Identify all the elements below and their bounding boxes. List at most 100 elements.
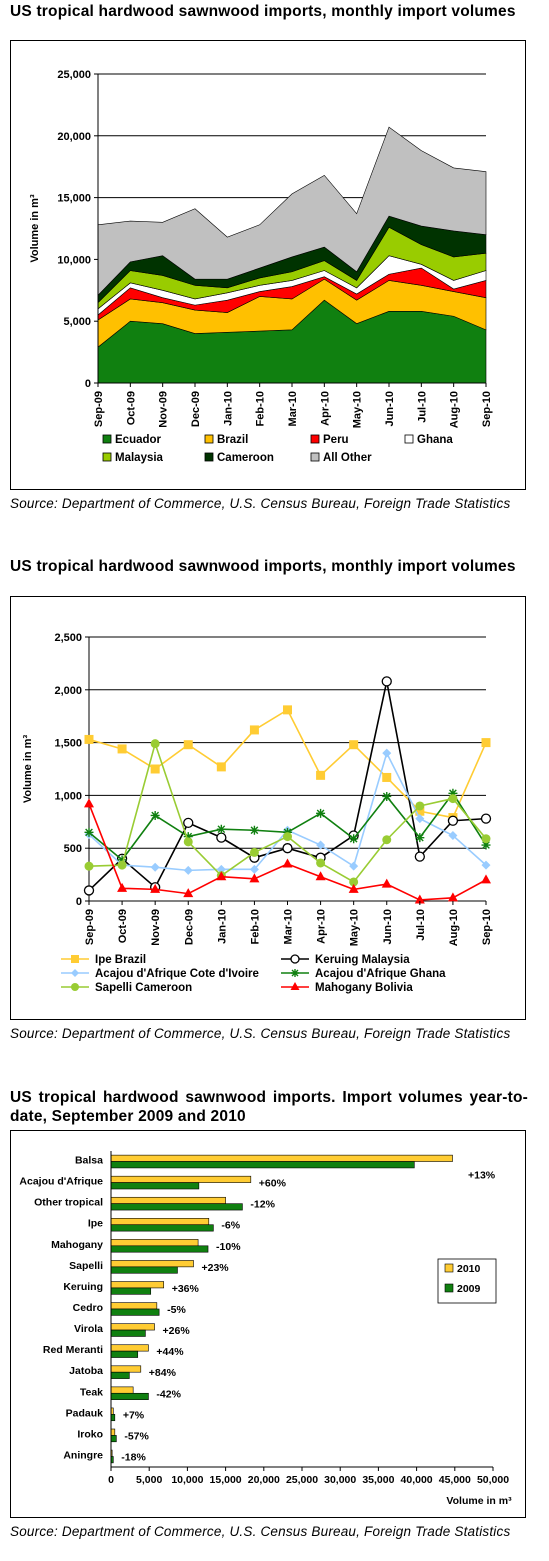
x-tick-label: May-10 bbox=[352, 391, 364, 428]
marker bbox=[448, 788, 458, 798]
line-chart: 0 500 1,000 1,500 2,000 2,500 Sep-09 Oct-09 Nov-… bbox=[22, 632, 493, 994]
legend-label: Ghana bbox=[417, 434, 453, 446]
category-label: Keruing bbox=[63, 1281, 103, 1293]
change-annotation: +23% bbox=[202, 1262, 230, 1274]
marker bbox=[216, 824, 226, 834]
legend-label: Ipe Brazil bbox=[95, 954, 146, 966]
horizontal-bar-chart: Balsa +13% Acajou d'Afrique +60% Other tropi… bbox=[19, 1151, 512, 1507]
bar-2010 bbox=[110, 1154, 453, 1162]
legend-swatch bbox=[204, 434, 214, 444]
change-annotation: -57% bbox=[124, 1430, 149, 1442]
x-tick-label: Dec-09 bbox=[183, 909, 195, 945]
change-annotation: +36% bbox=[172, 1283, 200, 1295]
category-label: Cedro bbox=[73, 1302, 103, 1314]
marker bbox=[349, 877, 359, 887]
marker bbox=[316, 840, 326, 850]
chart1-frame: 0 5,000 10,000 15,000 20,000 25,000 Sep-09 Oct-… bbox=[10, 40, 526, 490]
x-tick-label: Apr-10 bbox=[319, 391, 331, 426]
y-axis-label: Volume in m³ bbox=[29, 194, 41, 263]
bar-2009 bbox=[110, 1161, 415, 1169]
y-tick-label: 0 bbox=[76, 896, 82, 908]
legend-label: Sapelli Cameroon bbox=[95, 982, 192, 994]
change-annotation: -5% bbox=[167, 1304, 186, 1316]
x-tick-label: Oct-09 bbox=[125, 391, 137, 425]
marker bbox=[150, 764, 160, 774]
x-tick-label: Mar-10 bbox=[283, 909, 295, 944]
category-label: Virola bbox=[74, 1323, 103, 1335]
bar-2010 bbox=[110, 1323, 155, 1331]
bar-2010 bbox=[110, 1386, 134, 1394]
chart2-title: US tropical hardwood sawnwood imports, m… bbox=[10, 558, 516, 575]
marker bbox=[183, 888, 194, 898]
legend-label: Peru bbox=[323, 434, 349, 446]
marker bbox=[71, 955, 79, 963]
chart3-source: Source: Department of Commerce, U.S. Cen… bbox=[10, 1524, 511, 1539]
marker bbox=[216, 832, 227, 843]
y-tick-label: 15,000 bbox=[57, 193, 91, 205]
y-tick-label: 1,500 bbox=[54, 738, 82, 750]
bar-2010 bbox=[110, 1196, 226, 1204]
x-tick-label: 40,000 bbox=[401, 1474, 433, 1486]
change-annotation: +26% bbox=[163, 1325, 191, 1337]
marker bbox=[481, 738, 491, 748]
y-tick-label: 2,000 bbox=[54, 685, 82, 697]
x-tick-label: 20,000 bbox=[248, 1474, 280, 1486]
chart2-frame: 0 500 1,000 1,500 2,000 2,500 Sep-09 Oct-09 Nov-… bbox=[10, 596, 526, 1020]
x-tick-label: 30,000 bbox=[324, 1474, 356, 1486]
marker bbox=[414, 894, 425, 904]
change-annotation: -18% bbox=[121, 1451, 146, 1463]
category-label: Padauk bbox=[66, 1407, 104, 1419]
y-tick-label: 1,000 bbox=[54, 790, 82, 802]
series-mahogany-bolivia bbox=[84, 798, 491, 904]
marker bbox=[447, 815, 459, 826]
marker bbox=[71, 983, 79, 991]
x-tick-label: Oct-09 bbox=[117, 909, 129, 943]
bar-2009 bbox=[110, 1414, 116, 1422]
bar-2010 bbox=[110, 1239, 199, 1247]
marker bbox=[282, 843, 293, 854]
y-axis-label: Volume in m³ bbox=[22, 735, 34, 804]
bar-2009 bbox=[110, 1308, 160, 1316]
x-tick-label: Nov-09 bbox=[150, 909, 162, 946]
change-annotation: +44% bbox=[156, 1346, 184, 1358]
marker bbox=[382, 772, 392, 782]
marker bbox=[447, 892, 458, 902]
x-tick-label: Jan-10 bbox=[222, 391, 234, 426]
marker bbox=[290, 982, 300, 990]
legend-label: Cameroon bbox=[217, 452, 274, 464]
marker bbox=[415, 801, 425, 811]
marker bbox=[117, 860, 127, 870]
marker bbox=[84, 798, 94, 808]
marker bbox=[249, 864, 259, 874]
change-annotation: +84% bbox=[149, 1367, 177, 1379]
x-tick-label: Aug-10 bbox=[448, 909, 460, 946]
legend-label: Keruing Malaysia bbox=[315, 954, 410, 966]
y-tick-label: 20,000 bbox=[57, 131, 91, 143]
marker bbox=[283, 705, 292, 715]
bar-2009 bbox=[110, 1245, 209, 1253]
bar-2009 bbox=[110, 1329, 146, 1337]
marker bbox=[249, 873, 260, 883]
marker bbox=[283, 832, 292, 842]
legend-label: All Other bbox=[323, 452, 372, 464]
chart1-source: Source: Department of Commerce, U.S. Cen… bbox=[10, 496, 511, 511]
bar-2010 bbox=[110, 1302, 158, 1310]
stacked-area-chart: 0 5,000 10,000 15,000 20,000 25,000 Sep-09 Oct-… bbox=[29, 69, 493, 464]
x-tick-label: Jul-10 bbox=[415, 909, 427, 941]
change-annotation: -42% bbox=[156, 1388, 181, 1400]
marker bbox=[183, 832, 193, 842]
series-line bbox=[88, 708, 487, 819]
marker bbox=[150, 739, 160, 749]
x-tick-label: 35,000 bbox=[362, 1474, 394, 1486]
bar-2009 bbox=[110, 1224, 214, 1232]
legend-swatch bbox=[444, 1283, 454, 1293]
change-annotation: -6% bbox=[221, 1220, 240, 1232]
marker bbox=[249, 825, 259, 835]
marker bbox=[216, 762, 226, 772]
category-label: Aningre bbox=[63, 1449, 103, 1461]
chart1-title: US tropical hardwood sawnwood imports, m… bbox=[10, 3, 516, 20]
series-ipe-brazil bbox=[84, 705, 491, 823]
marker bbox=[71, 969, 79, 977]
change-annotation: +13% bbox=[468, 1170, 496, 1182]
x-tick-label: 0 bbox=[108, 1474, 114, 1486]
